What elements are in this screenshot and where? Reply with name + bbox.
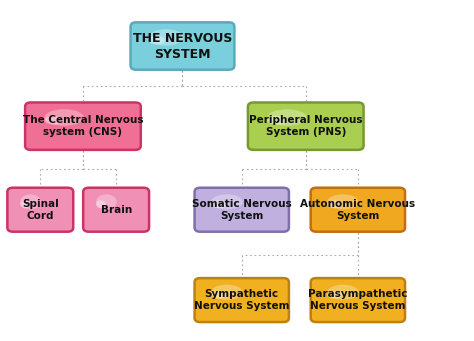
Text: Sympathetic
Nervous System: Sympathetic Nervous System bbox=[194, 289, 290, 311]
Text: Peripheral Nervous
System (PNS): Peripheral Nervous System (PNS) bbox=[249, 115, 363, 137]
Ellipse shape bbox=[327, 291, 342, 299]
FancyBboxPatch shape bbox=[8, 188, 73, 232]
Ellipse shape bbox=[211, 194, 243, 209]
FancyBboxPatch shape bbox=[194, 278, 289, 322]
Ellipse shape bbox=[148, 36, 165, 44]
Ellipse shape bbox=[45, 116, 63, 124]
Ellipse shape bbox=[267, 116, 286, 124]
FancyBboxPatch shape bbox=[194, 188, 289, 232]
Ellipse shape bbox=[211, 291, 226, 299]
Ellipse shape bbox=[327, 201, 342, 208]
FancyBboxPatch shape bbox=[311, 188, 405, 232]
FancyBboxPatch shape bbox=[130, 23, 234, 70]
Ellipse shape bbox=[96, 201, 106, 208]
Ellipse shape bbox=[211, 285, 243, 300]
Ellipse shape bbox=[20, 194, 41, 209]
Text: Somatic Nervous
System: Somatic Nervous System bbox=[192, 198, 292, 221]
FancyBboxPatch shape bbox=[83, 188, 149, 232]
FancyBboxPatch shape bbox=[248, 102, 364, 150]
Ellipse shape bbox=[45, 109, 84, 126]
Ellipse shape bbox=[148, 29, 183, 46]
FancyBboxPatch shape bbox=[311, 278, 405, 322]
Text: Brain: Brain bbox=[100, 205, 132, 215]
Ellipse shape bbox=[211, 201, 226, 208]
Text: The Central Nervous
system (CNS): The Central Nervous system (CNS) bbox=[23, 115, 143, 137]
Text: Autonomic Nervous
System: Autonomic Nervous System bbox=[301, 198, 415, 221]
Text: Parasympathetic
Nervous System: Parasympathetic Nervous System bbox=[308, 289, 408, 311]
Ellipse shape bbox=[327, 194, 359, 209]
Ellipse shape bbox=[20, 201, 30, 208]
Ellipse shape bbox=[267, 109, 307, 126]
Text: THE NERVOUS
SYSTEM: THE NERVOUS SYSTEM bbox=[133, 31, 232, 61]
Text: Spinal
Cord: Spinal Cord bbox=[22, 198, 59, 221]
FancyBboxPatch shape bbox=[25, 102, 141, 150]
Ellipse shape bbox=[327, 285, 359, 300]
Ellipse shape bbox=[96, 194, 117, 209]
